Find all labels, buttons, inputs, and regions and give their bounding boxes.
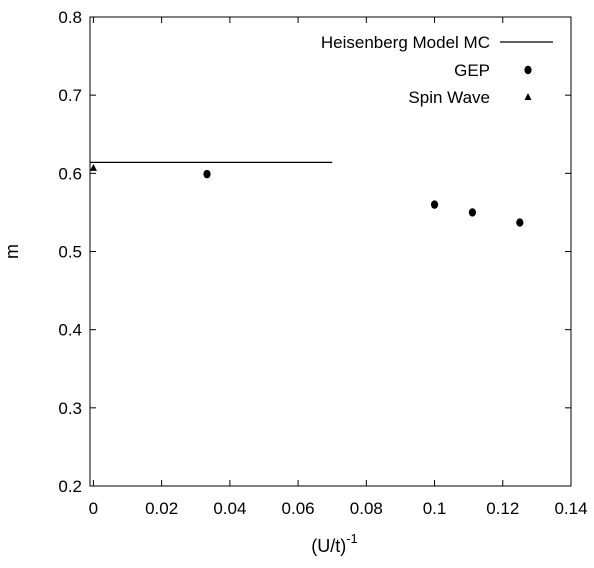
x-tick-label: 0.02 — [145, 499, 178, 518]
x-tick-label: 0.1 — [423, 499, 447, 518]
ticks-layer: 0 0.02 0.04 0.06 0.08 0.1 0.12 0.14 0.2 0.3 0.4 0.5… — [58, 8, 587, 518]
y-axis-title: m — [2, 244, 22, 259]
spin-wave-point — [89, 163, 97, 171]
y-tick-label: 0.4 — [58, 321, 82, 340]
y-tick-label: 0.8 — [58, 8, 82, 27]
y-tick-label: 0.2 — [58, 477, 82, 496]
legend-circle-swatch — [524, 65, 532, 75]
x-axis-title: (U/t)-1 — [311, 531, 358, 556]
x-tick-label: 0.06 — [282, 499, 315, 518]
x-tick-label: 0.12 — [486, 499, 519, 518]
gep-point — [430, 200, 439, 209]
x-tick-label: 0 — [89, 499, 98, 518]
x-axis-title-main: (U/t) — [311, 536, 346, 556]
y-tick-label: 0.3 — [58, 399, 82, 418]
series-layer — [89, 161, 524, 227]
legend-label: GEP — [454, 61, 490, 80]
x-tick-label: 0.04 — [213, 499, 246, 518]
legend-triangle-swatch — [524, 93, 532, 100]
legend: Heisenberg Model MC GEP Spin Wave — [321, 33, 553, 107]
plot-frame — [89, 16, 572, 487]
x-axis-title-exponent: -1 — [346, 531, 358, 546]
x-tick-label: 0.08 — [350, 499, 383, 518]
y-tick-label: 0.7 — [58, 86, 82, 105]
x-tick-label: 0.14 — [554, 499, 587, 518]
y-tick-label: 0.6 — [58, 164, 82, 183]
legend-label: Heisenberg Model MC — [321, 33, 490, 52]
gep-point — [468, 208, 477, 217]
y-tick-label: 0.5 — [58, 243, 82, 262]
legend-label: Spin Wave — [408, 88, 490, 107]
gep-point — [203, 169, 211, 179]
gep-point — [516, 218, 524, 227]
